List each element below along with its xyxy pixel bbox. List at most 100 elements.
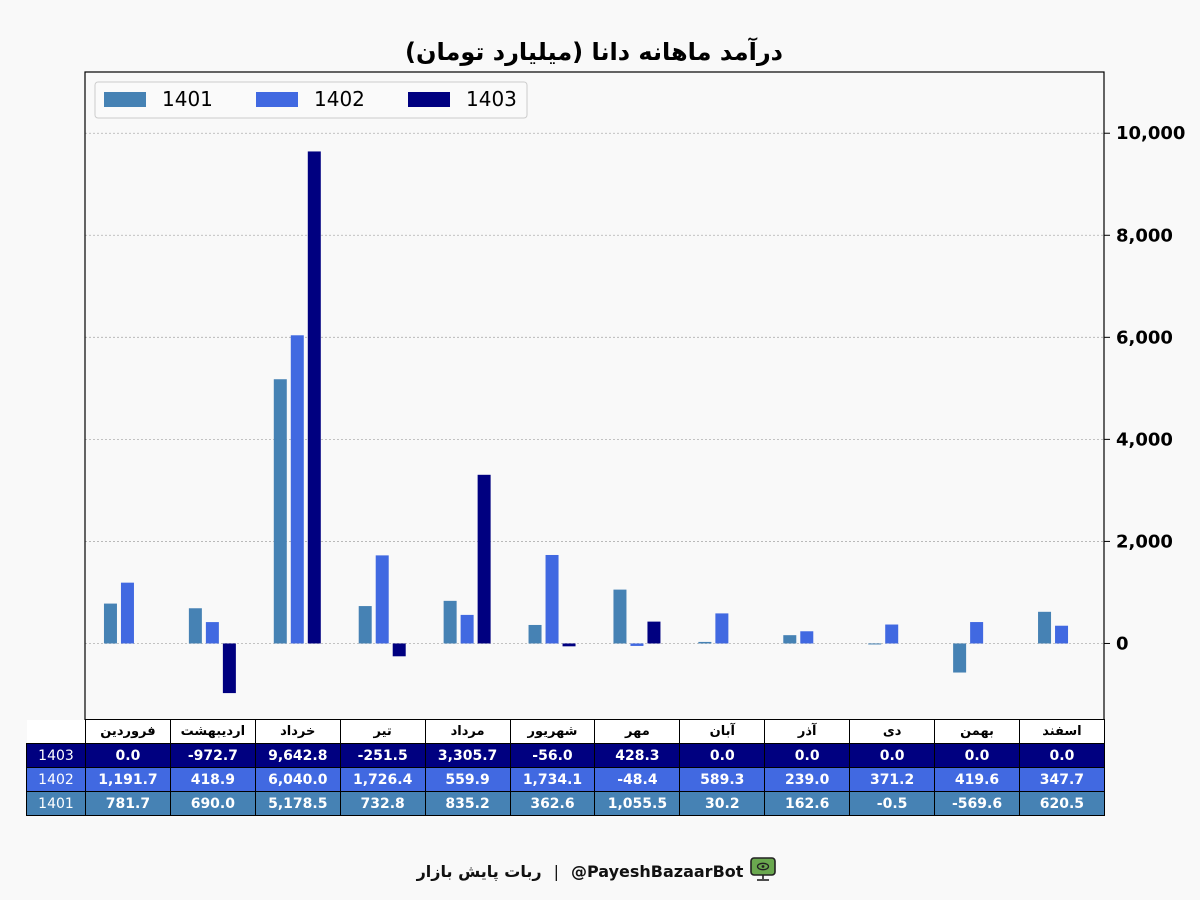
footer-separator: | — [553, 861, 559, 881]
bar-1401-9 — [783, 635, 797, 644]
bar-1402-11 — [970, 622, 984, 644]
table-cell: 0.0 — [85, 743, 171, 768]
y-tick-label: 6,000 — [1116, 327, 1173, 348]
table-cell: 362.6 — [509, 791, 596, 816]
table-cell: 559.9 — [424, 767, 511, 792]
table-cell: 0.0 — [679, 743, 766, 768]
table-cell: 0.0 — [1018, 743, 1105, 768]
table-cell: 732.8 — [339, 791, 426, 816]
footer-text: ربات پایش بازار — [416, 861, 542, 881]
table-cell: 0.0 — [764, 743, 851, 768]
legend-swatch-1403 — [408, 92, 450, 107]
bar-1401-12 — [1038, 611, 1052, 644]
plot-frame — [84, 71, 1105, 720]
bar-1402-8 — [715, 613, 729, 644]
legend: 1401 1402 1403 — [94, 81, 528, 119]
table-cell: -972.7 — [169, 743, 256, 768]
x-tick-label: اردیبهشت — [169, 719, 256, 744]
table-cell: -569.6 — [934, 791, 1020, 816]
bar-1402-6 — [545, 554, 559, 644]
table-cell: -0.5 — [849, 791, 936, 816]
bar-1401-4 — [358, 606, 372, 644]
table-cell: 428.3 — [594, 743, 681, 768]
data-table: فروردین اردیبهشت خرداد تیر مرداد شهریور مهر آبا… — [26, 719, 1105, 816]
bar-1402-12 — [1055, 625, 1069, 644]
table-cell: 418.9 — [169, 767, 256, 792]
chart: درآمد ماهانه دانا (میلیارد تومان) 0 2,000… — [84, 37, 1185, 720]
table-row-label: 1401 — [26, 791, 86, 816]
table-cell: 30.2 — [679, 791, 766, 816]
y-tick-label: 8,000 — [1116, 225, 1173, 246]
x-tick-label: دی — [849, 719, 936, 744]
bar-1402-10 — [885, 624, 899, 644]
legend-label-1403: 1403 — [466, 87, 517, 111]
bar-1401-8 — [698, 641, 712, 644]
bar-1403-4 — [392, 643, 406, 657]
x-tick-label: مرداد — [424, 719, 511, 744]
bar-1402-7 — [630, 643, 644, 646]
bar-1401-5 — [443, 600, 457, 644]
legend-box — [94, 81, 528, 119]
bar-1401-3 — [273, 379, 287, 644]
x-tick-label: مهر — [594, 719, 681, 744]
table-cell: -251.5 — [339, 743, 426, 768]
monitor-icon — [749, 856, 777, 886]
table-cell: 835.2 — [424, 791, 511, 816]
bar-1403-5 — [477, 474, 491, 644]
table-row-label: 1403 — [26, 743, 86, 768]
x-tick-label: خرداد — [254, 719, 341, 744]
bar-1401-10 — [868, 643, 882, 645]
x-tick-label: فروردین — [85, 719, 171, 744]
x-tick-label: آذر — [764, 719, 851, 744]
y-tick-label: 0 — [1116, 633, 1129, 654]
table-cell: 162.6 — [764, 791, 851, 816]
table-cell: 6,040.0 — [254, 767, 341, 792]
table-cell: 1,055.5 — [594, 791, 681, 816]
bar-1402-3 — [290, 335, 304, 644]
table-cell: 3,305.7 — [424, 743, 511, 768]
table-cell: 589.3 — [679, 767, 766, 792]
x-tick-label: آبان — [679, 719, 766, 744]
y-tick-label: 4,000 — [1116, 429, 1173, 450]
table-cell: 620.5 — [1018, 791, 1105, 816]
bar-1402-2 — [205, 622, 219, 644]
table-cell: 781.7 — [85, 791, 171, 816]
bar-1401-1 — [103, 603, 117, 644]
x-tick-label: شهریور — [509, 719, 596, 744]
bar-1401-7 — [613, 589, 627, 644]
bar-1403-7 — [647, 621, 661, 644]
table-cell: 1,734.1 — [509, 767, 596, 792]
table-row: 1402 1,191.7 418.9 6,040.0 1,726.4 559.9 1,734… — [26, 767, 1105, 792]
grid — [85, 132, 1104, 644]
legend-swatch-1401 — [104, 92, 146, 107]
table-corner — [26, 719, 86, 744]
bars — [103, 151, 1069, 694]
table-row-label: 1402 — [26, 767, 86, 792]
table-cell: 239.0 — [764, 767, 851, 792]
table-cell: 0.0 — [849, 743, 936, 768]
legend-swatch-1402 — [256, 92, 298, 107]
x-tick-label: اسفند — [1018, 719, 1105, 744]
bar-1402-9 — [800, 631, 814, 644]
bar-1401-11 — [953, 643, 967, 673]
bar-1403-6 — [562, 643, 576, 647]
y-tick-label: 10,000 — [1116, 123, 1185, 144]
bar-1402-5 — [460, 614, 474, 644]
footer-handle: @PayeshBazaarBot — [570, 861, 744, 881]
table-cell: 371.2 — [849, 767, 936, 792]
bar-1401-6 — [528, 624, 542, 644]
table-cell: -56.0 — [509, 743, 596, 768]
y-axis: 0 2,000 4,000 6,000 8,000 10,000 — [1104, 123, 1185, 654]
table-cell: 0.0 — [934, 743, 1020, 768]
bar-1403-3 — [307, 151, 321, 644]
bar-1403-2 — [222, 643, 236, 694]
footer: ربات پایش بازار | @PayeshBazaarBot — [0, 856, 1200, 886]
bar-1402-1 — [120, 582, 134, 644]
legend-label-1402: 1402 — [314, 87, 365, 111]
x-tick-label: بهمن — [934, 719, 1020, 744]
table-row: 1401 781.7 690.0 5,178.5 732.8 835.2 362.6 1,05… — [26, 791, 1105, 816]
legend-label-1401: 1401 — [162, 87, 213, 111]
bar-1401-2 — [188, 608, 202, 644]
table-cell: 5,178.5 — [254, 791, 341, 816]
table-cell: 9,642.8 — [254, 743, 341, 768]
